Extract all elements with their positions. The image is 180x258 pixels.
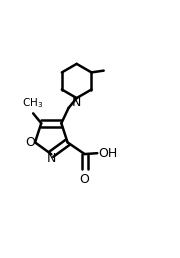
Text: N: N <box>47 152 57 165</box>
Text: O: O <box>80 173 90 186</box>
Text: O: O <box>25 135 35 149</box>
Text: CH$_3$: CH$_3$ <box>22 96 43 110</box>
Text: OH: OH <box>98 147 117 160</box>
Text: N: N <box>71 96 81 109</box>
